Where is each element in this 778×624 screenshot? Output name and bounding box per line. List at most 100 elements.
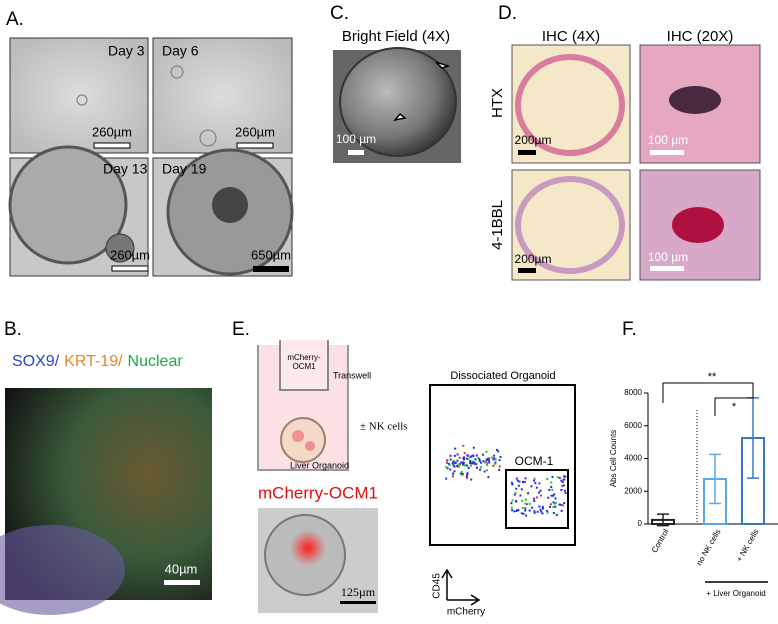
scale-bar: [348, 150, 364, 155]
panel-label: D.: [498, 3, 517, 24]
flow-event: [461, 461, 464, 464]
flow-event: [547, 496, 550, 499]
flow-event: [476, 466, 479, 469]
flow-event: [546, 509, 549, 512]
flow-event: [466, 454, 469, 457]
flow-event: [533, 511, 536, 514]
flow-event: [456, 459, 459, 462]
column-header: IHC (20X): [667, 28, 734, 45]
flow-event: [541, 505, 544, 508]
flow-event: [533, 477, 536, 480]
flow-event: [457, 463, 460, 466]
flow-event: [463, 452, 466, 455]
flow-event: [548, 489, 551, 492]
flow-event: [492, 464, 495, 467]
flow-event: [483, 470, 486, 473]
flow-event: [464, 464, 467, 467]
flow-event: [465, 457, 468, 460]
flow-event: [486, 464, 489, 467]
flow-event: [488, 461, 491, 464]
x-tick-label: + NK cells: [735, 528, 761, 564]
flow-event: [472, 446, 475, 449]
flow-event: [515, 487, 518, 490]
flow-event: [492, 454, 495, 457]
flow-event: [561, 504, 564, 507]
flow-event: [552, 494, 555, 497]
flow-event: [475, 463, 478, 466]
flow-event: [555, 513, 558, 516]
axis-arrows: [441, 568, 481, 606]
flow-event: [449, 468, 452, 471]
flow-event: [521, 480, 524, 483]
flow-event: [482, 453, 485, 456]
day-label: Day 19: [162, 161, 207, 177]
flow-event: [467, 467, 470, 470]
organoid: [339, 47, 457, 157]
panel-title: Bright Field (4X): [342, 28, 450, 45]
flow-event: [461, 473, 464, 476]
flow-event: [466, 472, 469, 475]
panel-a: [8, 37, 294, 277]
x-tick-label: no NK cells: [695, 528, 723, 568]
flow-event: [466, 476, 469, 479]
flow-event: [493, 463, 496, 466]
flow-event: [563, 489, 566, 492]
flow-event: [513, 510, 516, 513]
flow-event: [458, 456, 461, 459]
flow-event: [463, 464, 466, 467]
flow-event: [527, 492, 530, 495]
flow-event: [525, 514, 528, 517]
flow-event: [521, 506, 524, 509]
flow-event: [533, 479, 536, 482]
flow-event: [539, 508, 542, 511]
flow-event: [511, 509, 514, 512]
flow-event: [528, 509, 531, 512]
flow-event: [469, 461, 472, 464]
flow-event: [514, 491, 517, 494]
flow-event: [535, 496, 538, 499]
flow-event: [533, 497, 536, 500]
flow-event: [446, 467, 449, 470]
flow-event: [488, 457, 491, 460]
flow-event: [552, 506, 555, 509]
flow-event: [546, 511, 549, 514]
error-bar: [709, 453, 721, 505]
flow-event: [524, 507, 527, 510]
flow-event: [530, 485, 533, 488]
flow-event: [538, 482, 541, 485]
mcherry-signal: [290, 530, 326, 566]
flow-event: [485, 459, 488, 462]
flow-event: [548, 505, 551, 508]
stain-label: SOX9/: [12, 353, 60, 370]
flow-event: [462, 457, 465, 460]
scale-label: 650µm: [251, 247, 291, 262]
flow-event: [458, 463, 461, 466]
column-header: IHC (4X): [542, 28, 600, 45]
flow-event: [454, 447, 457, 450]
flow-event: [518, 480, 521, 483]
flow-event: [486, 469, 489, 472]
flow-event: [558, 503, 561, 506]
flow-event: [474, 462, 477, 465]
flow-event: [513, 493, 516, 496]
flow-event: [553, 493, 556, 496]
flow-event: [462, 458, 465, 461]
flow-event: [560, 488, 563, 491]
flow-event: [453, 465, 456, 468]
flow-event: [524, 477, 527, 480]
flow-event: [560, 509, 563, 512]
scale-label: 260µm: [235, 124, 275, 139]
flow-event: [472, 454, 475, 457]
flow-event: [539, 494, 542, 497]
flow-event: [526, 503, 529, 506]
flow-event: [535, 486, 538, 489]
flow-event: [524, 502, 527, 505]
stain-label: KRT-19/: [64, 353, 123, 370]
ihc-images: [511, 44, 761, 281]
diagram-label: Transwell: [333, 370, 371, 380]
flow-event: [462, 463, 465, 466]
flow-event: [465, 475, 468, 478]
error-bar: [657, 513, 669, 527]
flow-event: [533, 510, 536, 513]
plot-title: Dissociated Organoid: [450, 370, 555, 382]
